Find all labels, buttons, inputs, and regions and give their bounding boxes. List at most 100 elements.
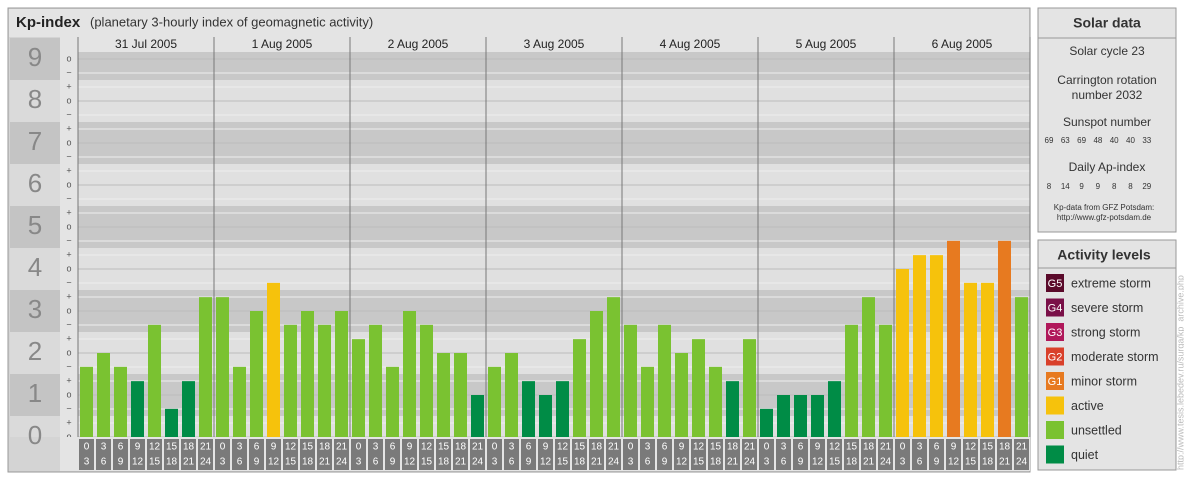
hour-box [997, 439, 1012, 470]
hour-label: 6 [390, 442, 396, 453]
hour-label: 15 [149, 457, 161, 468]
hour-label: 24 [1016, 457, 1028, 468]
minor-label: + [66, 249, 71, 259]
bar [488, 366, 501, 437]
bar [233, 366, 246, 437]
bar [250, 311, 263, 437]
hour-label: 18 [710, 457, 722, 468]
hour-label: 15 [846, 442, 858, 453]
bar [318, 324, 331, 437]
hour-label: 3 [645, 442, 651, 453]
hour-label: 9 [951, 442, 957, 453]
bar [879, 324, 892, 437]
hour-box [232, 439, 247, 470]
y-tick-label: 6 [28, 168, 42, 198]
hour-label: 12 [132, 457, 144, 468]
y-tick-label: 2 [28, 336, 42, 366]
hour-label: 6 [254, 442, 260, 453]
hour-label: 12 [557, 442, 569, 453]
bar [692, 339, 705, 437]
minor-label: − [66, 109, 71, 119]
hour-box [929, 439, 944, 470]
minor-label: − [66, 403, 71, 413]
hour-box [266, 439, 281, 470]
sunspot-value: 69 [1045, 136, 1054, 145]
legend-label: strong storm [1071, 325, 1140, 339]
legend-swatch [1046, 347, 1064, 366]
solar-cycle: Solar cycle 23 [1069, 44, 1145, 58]
hour-label: 3 [101, 442, 107, 453]
hour-box [113, 439, 128, 470]
hour-label: 12 [404, 457, 416, 468]
minor-label: − [66, 67, 71, 77]
carrington: number 2032 [1072, 88, 1143, 102]
hour-box [79, 439, 94, 470]
minor-label: + [66, 81, 71, 91]
legend-swatch [1046, 445, 1064, 464]
hour-label: 3 [373, 442, 379, 453]
bar [369, 324, 382, 437]
hour-label: 21 [999, 457, 1011, 468]
bar [556, 381, 569, 437]
hour-label: 21 [319, 457, 331, 468]
hour-label: 3 [900, 457, 906, 468]
hour-label: 9 [934, 457, 940, 468]
hour-label: 9 [254, 457, 260, 468]
minor-label: o [66, 137, 71, 147]
hour-label: 21 [1016, 442, 1028, 453]
hour-label: 6 [237, 457, 243, 468]
hour-label: 0 [84, 442, 90, 453]
hour-label: 3 [781, 442, 787, 453]
hour-label: 15 [965, 457, 977, 468]
band [10, 122, 60, 164]
hour-label: 15 [693, 457, 705, 468]
legend-swatch [1046, 396, 1064, 415]
bar [471, 395, 484, 437]
minor-label: − [66, 151, 71, 161]
minor-label: − [66, 319, 71, 329]
hour-label: 21 [863, 457, 875, 468]
hour-box [759, 439, 774, 470]
header [9, 9, 1029, 37]
hour-label: 9 [118, 457, 124, 468]
bar [760, 408, 773, 437]
hour-label: 24 [744, 457, 756, 468]
sunspot-value: 69 [1077, 136, 1086, 145]
hour-box [691, 439, 706, 470]
chart-title: Kp-index [16, 14, 81, 31]
hour-box [674, 439, 689, 470]
hour-label: 24 [200, 457, 212, 468]
hour-label: 21 [200, 442, 212, 453]
hour-label: 15 [574, 442, 586, 453]
bar [573, 339, 586, 437]
hour-label: 21 [744, 442, 756, 453]
hour-label: 12 [693, 442, 705, 453]
hour-label: 9 [798, 457, 804, 468]
legend-code: G5 [1048, 278, 1063, 290]
x-tick-label: 4 Aug 2005 [660, 37, 721, 51]
minor-label: + [66, 375, 71, 385]
hour-label: 18 [982, 457, 994, 468]
hour-label: 9 [679, 442, 685, 453]
legend-code: G4 [1048, 302, 1063, 314]
minor-label: o [66, 389, 71, 399]
ap-value: 29 [1142, 182, 1151, 191]
hour-label: 18 [727, 442, 739, 453]
carrington: Carrington rotation [1057, 73, 1156, 87]
bar [862, 297, 875, 437]
ap-value: 9 [1096, 182, 1101, 191]
hour-label: 12 [948, 457, 960, 468]
hour-label: 21 [591, 457, 603, 468]
hour-box [1014, 439, 1029, 470]
hour-label: 3 [764, 457, 770, 468]
source: http://www.gfz-potsdam.de [1057, 213, 1152, 222]
y-tick-label: 0 [28, 420, 42, 450]
hour-box [912, 439, 927, 470]
sunspot-value: 33 [1142, 136, 1151, 145]
hour-label: 9 [662, 457, 668, 468]
hour-label: 3 [509, 442, 515, 453]
y-tick-label: 1 [28, 378, 42, 408]
hour-label: 9 [543, 442, 549, 453]
band [10, 80, 60, 122]
bar [182, 381, 195, 437]
